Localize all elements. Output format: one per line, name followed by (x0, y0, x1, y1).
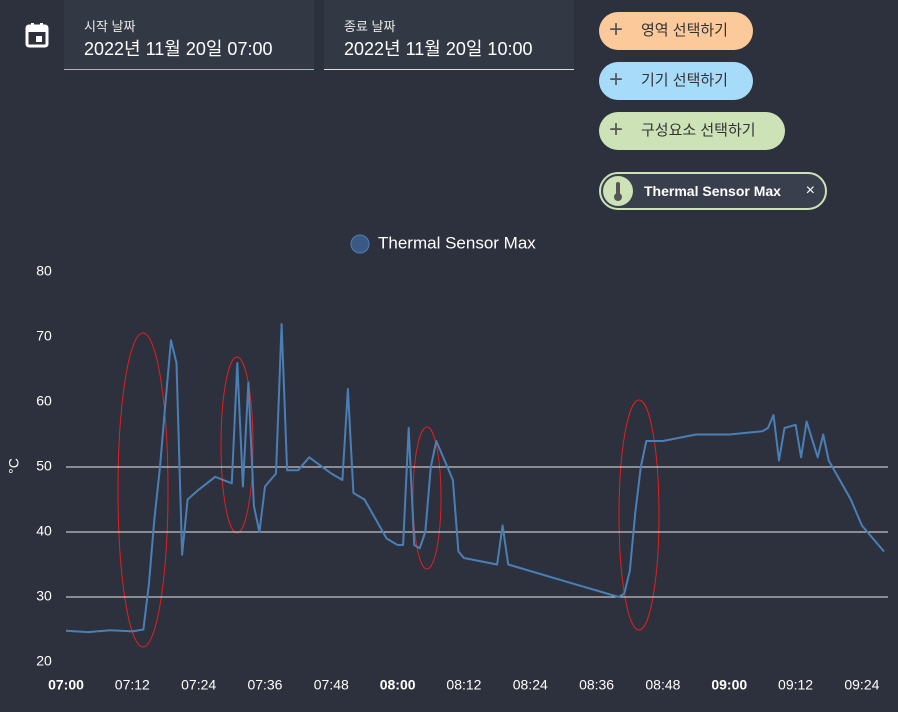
end-date-field[interactable]: 종료 날짜 2022년 11월 20일 10:00 (324, 0, 574, 70)
start-date-value: 2022년 11월 20일 07:00 (84, 39, 273, 59)
end-date-label: 종료 날짜 (344, 19, 396, 34)
legend-label: Thermal Sensor Max (378, 233, 536, 252)
x-tick-label: 08:12 (446, 677, 481, 693)
annotations (117, 332, 660, 648)
start-date-field[interactable]: 시작 날짜 2022년 11월 20일 07:00 (64, 0, 314, 70)
series-line (65, 323, 885, 634)
legend-swatch (350, 234, 370, 254)
x-tick-label: 09:00 (711, 677, 747, 693)
y-tick-label: 60 (36, 393, 52, 409)
x-tick-label: 09:24 (844, 677, 879, 693)
x-tick-label: 08:48 (645, 677, 680, 693)
x-tick-label: 07:36 (247, 677, 282, 693)
y-tick-label: 30 (36, 588, 52, 604)
chart: Thermal Sensor Max °C 20 30 40 50 60 70 80 07:00 0… (6, 233, 888, 693)
x-tick-label: 09:12 (778, 677, 813, 693)
x-tick-label: 07:12 (115, 677, 150, 693)
x-tick-label: 08:36 (579, 677, 614, 693)
x-tick-label: 07:24 (181, 677, 216, 693)
y-tick-label: 80 (36, 263, 52, 279)
y-tick-label: 70 (36, 328, 52, 344)
chip-close[interactable]: × (805, 182, 815, 199)
y-tick-label: 20 (36, 653, 52, 669)
y-axis-label: °C (6, 458, 22, 474)
x-tick-label: 08:00 (380, 677, 416, 693)
x-tick-label: 07:00 (48, 677, 84, 693)
area-button[interactable]: 영역 선택하기 (599, 11, 753, 50)
thermometer-icon (603, 176, 633, 206)
component-button[interactable]: 구성요소 선택하기 (599, 111, 785, 150)
device-button[interactable]: 기기 선택하기 (599, 61, 753, 100)
sensor-chip[interactable]: Thermal Sensor Max × (599, 172, 827, 210)
x-tick-label: 07:48 (314, 677, 349, 693)
calendar-icon (25, 23, 49, 48)
end-date-value: 2022년 11월 20일 10:00 (344, 39, 533, 59)
y-tick-label: 50 (36, 458, 52, 474)
chip-label: Thermal Sensor Max (644, 183, 781, 199)
x-tick-label: 08:24 (513, 677, 548, 693)
start-date-label: 시작 날짜 (84, 19, 136, 34)
y-tick-label: 40 (36, 523, 52, 539)
